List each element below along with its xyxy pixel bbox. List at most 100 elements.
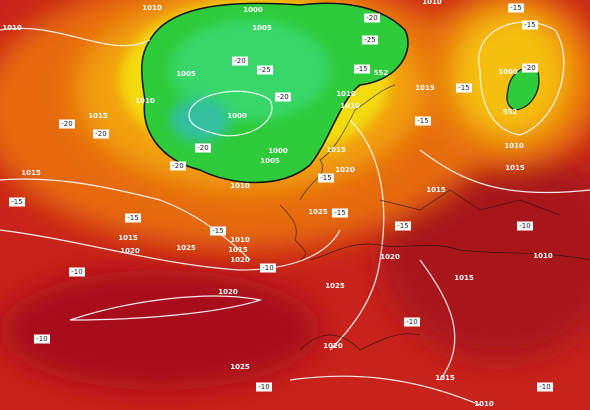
isobar-label: 1010 — [230, 236, 250, 244]
temperature-label: -20 — [95, 130, 106, 138]
isobar-label: 1025 — [176, 244, 196, 252]
map-labels: 1010 1010 1000 1005 1005 1010 1015 1000 1000 1005… — [2, 0, 553, 408]
temperature-label: -20 — [366, 14, 377, 22]
temperature-label: -15 — [397, 222, 408, 230]
temperature-label-box — [537, 382, 553, 392]
isobar-label: 1010 — [2, 24, 22, 32]
isobar-label: 1025 — [230, 363, 250, 371]
temperature-label-box — [9, 197, 25, 207]
isobar-label: 1020 — [380, 253, 400, 261]
isobar-label: 552 — [374, 69, 389, 77]
isobar-label: 1020 — [335, 166, 355, 174]
temperature-label-box — [517, 221, 533, 231]
temperature-label-box — [404, 317, 420, 327]
isobar-label: 1020 — [218, 288, 238, 296]
isobar-label: 1015 — [415, 84, 435, 92]
temperature-label: -15 — [510, 4, 521, 12]
temperature-label-box — [456, 83, 472, 93]
temperature-label: -10 — [406, 318, 417, 326]
isobar-label: 1015 — [21, 169, 41, 177]
isobar-label: 1025 — [308, 208, 328, 216]
isobar-label: 1010 — [504, 142, 524, 150]
isobar-label: 1000 — [243, 6, 263, 14]
temperature-label: -15 — [458, 84, 469, 92]
temperature-label: -10 — [258, 383, 269, 391]
temperature-label: -25 — [364, 36, 375, 44]
isobar-label: 1020 — [120, 247, 140, 255]
isobar-label: 1000 — [227, 112, 247, 120]
temperature-label: -15 — [320, 174, 331, 182]
temperature-label-box — [395, 221, 411, 231]
isobar-label: 1010 — [422, 0, 442, 6]
temperature-label: -15 — [11, 198, 22, 206]
coastlines — [279, 84, 590, 351]
temperature-label-box — [34, 334, 50, 344]
temperature-label-box — [210, 226, 226, 236]
temperature-label-box — [522, 20, 538, 30]
isobars — [0, 21, 590, 406]
temperature-label-box — [232, 56, 248, 66]
temperature-label-box — [318, 173, 334, 183]
isobar-label: 1015 — [326, 146, 346, 154]
temperature-label-box — [69, 267, 85, 277]
temperature-label-box — [508, 3, 524, 13]
temperature-label-box — [275, 92, 291, 102]
temperature-label-box — [415, 116, 431, 126]
isobar-label: 1015 — [505, 164, 525, 172]
temperature-label: -20 — [234, 57, 245, 65]
isobar-label: 1010 — [340, 102, 360, 110]
temperature-label: -20 — [277, 93, 288, 101]
temperature-label-box — [125, 213, 141, 223]
isobar-label: 1015 — [88, 112, 108, 120]
temperature-label: -10 — [539, 383, 550, 391]
isobar-label: 552 — [503, 108, 518, 116]
temperature-label-box — [364, 13, 380, 23]
isobar-label: 1010 — [142, 4, 162, 12]
temperature-label-box — [59, 119, 75, 129]
isobar-label: 1000 — [268, 147, 288, 155]
isobar-label: 1010 — [533, 252, 553, 260]
temperature-label-box — [354, 64, 370, 74]
temperature-label: -10 — [262, 264, 273, 272]
temperature-label: -20 — [61, 120, 72, 128]
isobar-label: 1010 — [230, 182, 250, 190]
isobar-label: 1010 — [336, 90, 356, 98]
temperature-label-box — [256, 382, 272, 392]
isobar-label: 1015 — [118, 234, 138, 242]
temperature-label-box — [93, 129, 109, 139]
isobar-label: 1015 — [454, 274, 474, 282]
isobar-label: 1000 — [498, 68, 518, 76]
isobar-label: 1020 — [230, 256, 250, 264]
temperature-label: -25 — [259, 66, 270, 74]
temperature-label: -15 — [212, 227, 223, 235]
temperature-label: -10 — [519, 222, 530, 230]
temperature-label: -15 — [524, 21, 535, 29]
isobar-label: 1005 — [176, 70, 196, 78]
isobar-label: 1015 — [435, 374, 455, 382]
temperature-label: -15 — [127, 214, 138, 222]
isobar-label: 1010 — [135, 97, 155, 105]
isobar-label: 1015 — [426, 186, 446, 194]
temperature-label: -20 — [172, 162, 183, 170]
temperature-label: -15 — [356, 65, 367, 73]
temperature-label-box — [170, 161, 186, 171]
temperature-label: -20 — [524, 64, 535, 72]
isobar-label: 1005 — [260, 157, 280, 165]
isobar-label: 1015 — [228, 246, 248, 254]
isobar-label: 1005 — [252, 24, 272, 32]
isobar-label: 1025 — [325, 282, 345, 290]
temperature-label-box — [257, 65, 273, 75]
temperature-label-box — [260, 263, 276, 273]
temperature-label: -10 — [71, 268, 82, 276]
temperature-label: -20 — [197, 144, 208, 152]
temperature-label-box — [362, 35, 378, 45]
temperature-label: -10 — [36, 335, 47, 343]
temperature-label: -15 — [417, 117, 428, 125]
temperature-label-box — [332, 208, 348, 218]
isobar-label: 1010 — [474, 400, 494, 408]
isobar-label: 1020 — [323, 342, 343, 350]
temperature-label-box — [195, 143, 211, 153]
